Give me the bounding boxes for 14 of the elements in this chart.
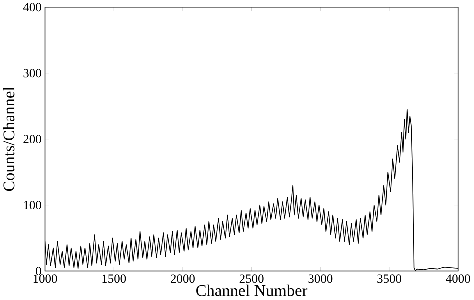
y-tick-label: 0 bbox=[36, 267, 42, 276]
x-tick-label: 3500 bbox=[378, 274, 402, 284]
x-tick-label: 2000 bbox=[171, 274, 195, 284]
x-tick-label: 1000 bbox=[34, 274, 58, 284]
x-tick-label: 1500 bbox=[102, 274, 126, 284]
y-tick-label: 100 bbox=[24, 201, 42, 210]
x-axis-title: Channel Number bbox=[196, 285, 308, 297]
x-tick-label: 4000 bbox=[446, 274, 470, 284]
y-tick-label: 400 bbox=[23, 3, 42, 12]
y-axis-title: Counts/Channel bbox=[3, 87, 15, 192]
y-tick-label: 200 bbox=[24, 135, 42, 144]
y-tick-label: 300 bbox=[24, 69, 42, 78]
x-tick-label: 2500 bbox=[240, 274, 264, 284]
x-tick-label: 3000 bbox=[308, 274, 333, 284]
